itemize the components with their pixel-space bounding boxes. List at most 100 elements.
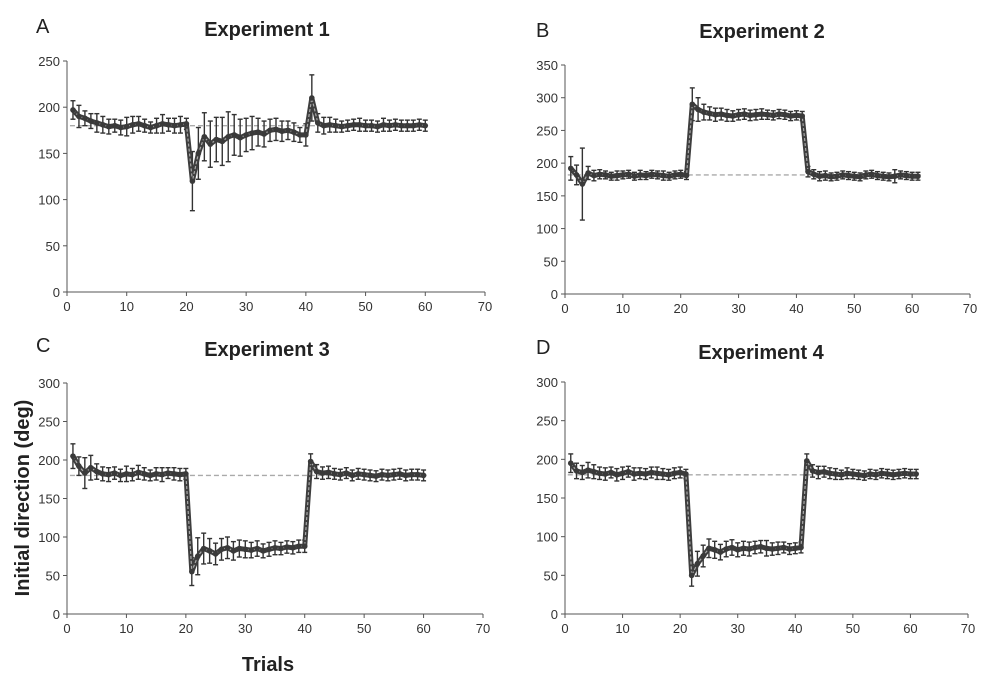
data-point [735,111,742,118]
data-point [809,468,816,474]
data-point [279,128,285,135]
data-point [810,171,817,178]
panel-letter: A [36,16,50,38]
data-point [385,472,391,479]
data-point [224,544,231,551]
data-point [70,107,76,113]
data-point [724,112,730,119]
data-point [291,129,297,135]
series-line-highlight [72,97,426,182]
y-tick-label: 0 [551,607,558,622]
x-tick-label: 50 [358,299,372,314]
data-point [671,470,678,477]
data-point [392,121,399,128]
data-point [665,472,672,478]
panel-letter: C [36,335,50,357]
data-point [243,132,249,138]
data-point [237,134,243,141]
data-point [608,469,614,476]
data-point [828,174,834,180]
y-tick-label: 100 [38,530,60,545]
x-tick-label: 30 [238,621,252,636]
data-point [780,544,787,551]
data-point [787,113,794,119]
y-tick-label: 150 [536,491,558,506]
data-point [884,471,891,477]
data-point [218,546,225,553]
data-point [746,546,753,552]
data-point [177,121,184,128]
data-point [171,471,177,477]
data-point [757,543,764,550]
data-point [99,471,106,477]
data-point [804,458,810,464]
data-point [878,470,885,477]
data-point [855,472,862,478]
data-point [261,131,267,137]
y-tick-label: 200 [536,156,558,171]
data-point [398,122,405,129]
data-point [857,174,863,180]
y-tick-label: 250 [536,123,558,138]
chart-panel-a: A Experiment 1 0 50 100 150 200 250 0 10 20 30 40 50 6… [36,16,492,314]
data-point [850,471,856,477]
data-point [70,453,76,459]
data-point [213,136,220,143]
data-point [117,124,124,131]
data-point [753,111,759,118]
data-point [567,165,574,172]
data-point [123,471,130,477]
x-tick-label: 40 [789,301,803,316]
chart-panel-b: B Experiment 2 0 50 100 150 200 250 300 350 0 10 20 3… [536,20,977,316]
data-point [189,178,196,184]
data-point [729,113,736,119]
data-point [320,122,327,129]
data-point [123,123,130,130]
data-point [380,121,387,128]
chart-panel-d: D Experiment 4 0 50 100 150 200 250 300 0 10 20 30 40… [536,337,975,636]
data-point [301,543,308,550]
data-point [183,471,189,477]
data-point [815,469,822,476]
data-point [874,172,881,179]
x-tick-label: 10 [615,621,629,636]
data-point [891,173,898,180]
data-point [404,122,411,129]
x-tick-label: 10 [119,299,133,314]
data-point [267,127,273,134]
data-point [349,472,356,479]
data-point [666,173,672,180]
data-point [827,470,833,477]
data-point [834,173,840,180]
data-point [106,123,112,130]
x-tick-label: 40 [297,621,311,636]
data-point [337,471,344,478]
data-point [799,113,806,119]
y-tick-label: 150 [38,146,60,161]
data-point [165,470,171,476]
y-tick-label: 150 [536,189,558,204]
data-point [734,547,741,553]
data-point [309,95,315,101]
data-point [793,112,800,119]
data-point [845,172,852,179]
data-point [212,551,219,557]
y-tick-label: 300 [536,375,558,390]
data-point [147,124,154,131]
data-point [752,544,758,551]
x-tick-label: 40 [788,621,802,636]
data-point [741,111,748,117]
data-point [129,471,136,478]
data-point [631,173,638,180]
data-point [272,544,278,551]
data-point [93,468,100,475]
panel-title: Experiment 4 [698,342,824,364]
data-point [206,548,213,554]
data-point [729,544,735,551]
x-tick-label: 20 [673,621,687,636]
data-point [913,471,919,477]
data-point [374,123,381,130]
data-point [397,471,403,477]
data-point [695,106,701,113]
data-point [117,472,124,479]
